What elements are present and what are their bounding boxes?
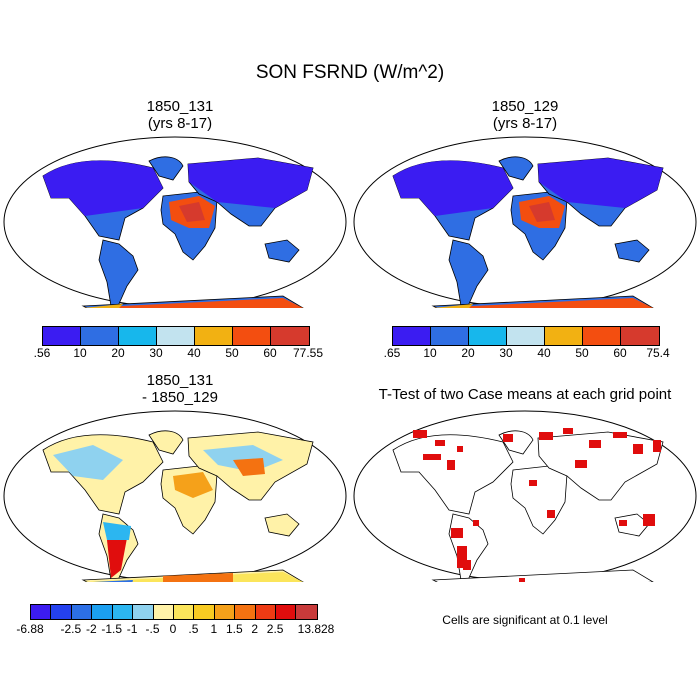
colorbar-3-tick-label: 1 xyxy=(210,622,218,636)
colorbar-1-tick-label: 20 xyxy=(111,346,125,360)
colorbar-3-tick-label: 1.5 xyxy=(225,622,243,636)
colorbar-3-swatch xyxy=(133,605,154,619)
colorbar-2-swatch xyxy=(469,327,507,345)
colorbar-2-tick-label: 40 xyxy=(537,346,551,360)
colorbar-1-tick-label: 10 xyxy=(73,346,87,360)
panel-title-2-line1: 1850_129 xyxy=(491,98,559,115)
colorbar-3-swatch xyxy=(31,605,52,619)
colorbar-1-swatch xyxy=(119,327,157,345)
colorbar-1-swatch xyxy=(81,327,119,345)
colorbar-3-swatch xyxy=(194,605,215,619)
colorbar-2-swatch xyxy=(545,327,583,345)
colorbar-3 xyxy=(30,604,318,620)
colorbar-2-swatch xyxy=(621,327,659,345)
colorbar-3-tick-label: 13.828 xyxy=(297,622,335,636)
map-panel-3 xyxy=(3,410,347,582)
colorbar-3-tick-label: 2.5 xyxy=(266,622,284,636)
colorbar-1-swatch xyxy=(233,327,271,345)
colorbar-1-swatch xyxy=(43,327,81,345)
colorbar-3-swatch xyxy=(71,605,93,619)
colorbar-2 xyxy=(392,326,660,346)
colorbar-3-tick-label: 2 xyxy=(251,622,259,636)
colorbar-3-tick-label: -6.88 xyxy=(16,622,44,636)
colorbar-2-swatch xyxy=(393,327,431,345)
colorbar-1-tick-label: 77.55 xyxy=(292,346,324,360)
panel-title-3-line1: 1850_131 xyxy=(146,372,214,389)
colorbar-3-tick-label: -1.5 xyxy=(101,622,123,636)
colorbar-1-tick-label: 50 xyxy=(225,346,239,360)
colorbar-3-swatch xyxy=(235,605,256,619)
significance-note: Cells are significant at 0.1 level xyxy=(442,613,608,627)
colorbar-3-tick-label: .5 xyxy=(188,622,199,636)
colorbar-1-tick-label: 40 xyxy=(187,346,201,360)
panel-title-2-line2: (yrs 8-17) xyxy=(492,115,558,132)
colorbar-3-tick-label: -1 xyxy=(126,622,138,636)
colorbar-2-swatch xyxy=(583,327,621,345)
panel-title-1: 1850_131 (yrs 8-17) xyxy=(40,98,320,132)
colorbar-1-tick-label: 30 xyxy=(149,346,163,360)
panel-title-3-line2: - 1850_129 xyxy=(142,389,218,406)
colorbar-1-swatch xyxy=(271,327,309,345)
colorbar-1-tick-label: 60 xyxy=(263,346,277,360)
significant-cells xyxy=(413,428,661,582)
colorbar-2-swatch xyxy=(431,327,469,345)
colorbar-1 xyxy=(42,326,310,346)
panel-title-4-line1: T-Test of two Case means at each grid po… xyxy=(378,386,672,403)
colorbar-1-swatch xyxy=(157,327,195,345)
colorbar-3-tick-label: 0 xyxy=(169,622,177,636)
colorbar-3-swatch xyxy=(214,605,236,619)
colorbar-2-tick-label: 60 xyxy=(613,346,627,360)
figure-title: SON FSRND (W/m^2) xyxy=(255,62,445,83)
colorbar-2-tick-label: 30 xyxy=(499,346,513,360)
colorbar-3-swatch xyxy=(153,605,174,619)
panel-title-3: 1850_131 - 1850_129 xyxy=(40,372,320,406)
colorbar-3-swatch xyxy=(276,605,297,619)
panel-title-1-line1: 1850_131 xyxy=(146,98,214,115)
panel-title-1-line2: (yrs 8-17) xyxy=(147,115,213,132)
colorbar-1-tick-label: .56 xyxy=(33,346,51,360)
colorbar-3-tick-label: -2 xyxy=(85,622,97,636)
colorbar-2-swatch xyxy=(507,327,545,345)
map-panel-2 xyxy=(353,136,697,308)
colorbar-2-tick-label: .65 xyxy=(383,346,401,360)
colorbar-3-swatch xyxy=(255,605,277,619)
colorbar-2-tick-label: 75.4 xyxy=(646,346,670,360)
panel-title-4: T-Test of two Case means at each grid po… xyxy=(355,386,695,403)
colorbar-2-tick-label: 10 xyxy=(423,346,437,360)
colorbar-3-swatch xyxy=(112,605,134,619)
panel-title-2: 1850_129 (yrs 8-17) xyxy=(385,98,665,132)
map-panel-4 xyxy=(353,410,697,582)
colorbar-3-tick-label: -2.5 xyxy=(60,622,82,636)
colorbar-2-tick-label: 20 xyxy=(461,346,475,360)
colorbar-3-swatch xyxy=(173,605,195,619)
colorbar-3-swatch xyxy=(51,605,72,619)
map-panel-1 xyxy=(3,136,347,308)
colorbar-3-swatch xyxy=(296,605,317,619)
colorbar-3-tick-label: -.5 xyxy=(145,622,160,636)
colorbar-1-swatch xyxy=(195,327,233,345)
colorbar-2-tick-label: 50 xyxy=(575,346,589,360)
colorbar-3-swatch xyxy=(92,605,113,619)
